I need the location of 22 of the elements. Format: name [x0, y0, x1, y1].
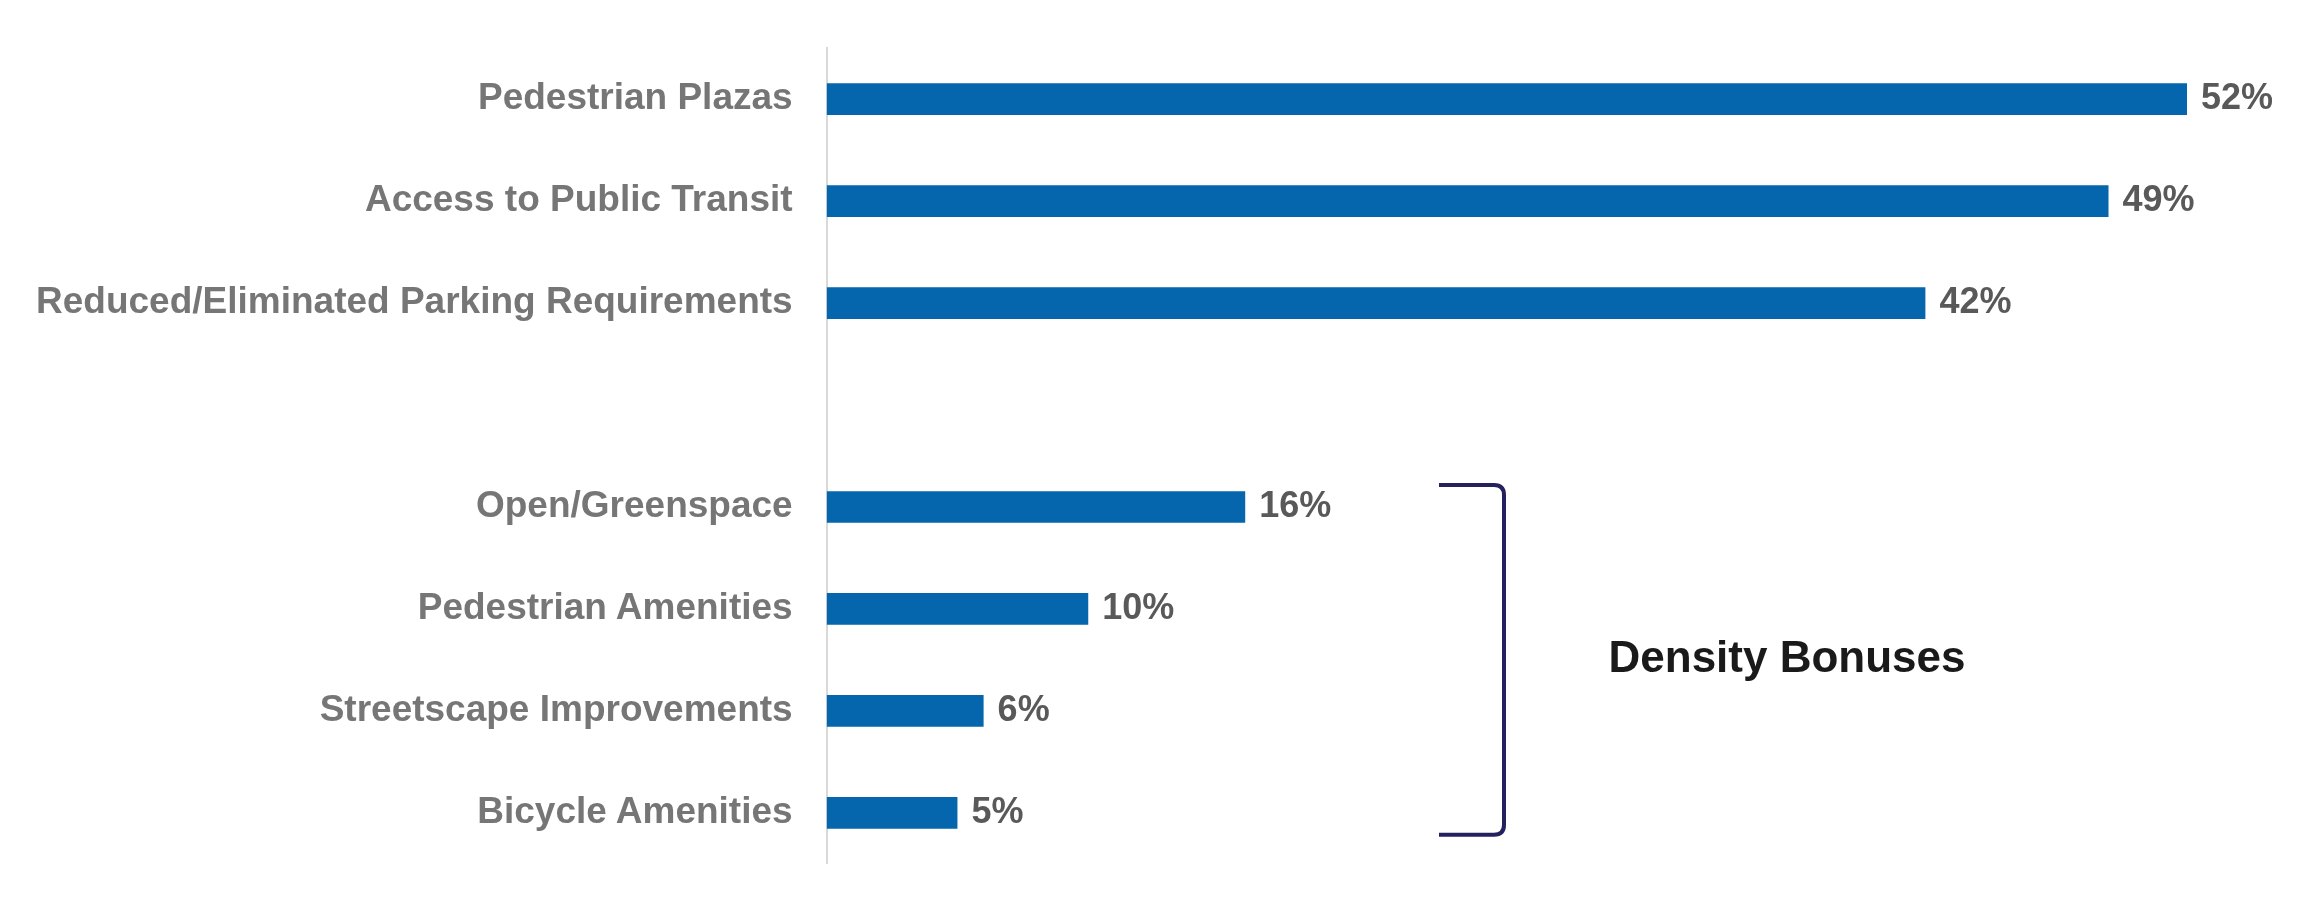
bar: [826, 287, 1926, 319]
bar: [826, 83, 2187, 115]
annotation: Density Bonuses: [1608, 632, 1966, 682]
y-tick-label: Open/Greenspace: [475, 484, 793, 526]
data-label: 49%: [2122, 178, 2195, 220]
bar: [826, 797, 958, 829]
bar: [826, 695, 984, 727]
y-tick-label: Pedestrian Amenities: [417, 586, 793, 628]
data-label: 16%: [1259, 483, 1332, 525]
bar: [826, 185, 2109, 217]
y-tick-label: Bicycle Amenities: [477, 790, 793, 832]
bar: [826, 491, 1246, 523]
y-tick-label: Access to Public Transit: [364, 178, 793, 220]
y-tick-label: Reduced/Eliminated Parking Requirements: [36, 280, 793, 322]
data-label: 52%: [2201, 76, 2274, 118]
y-tick-label: Streetscape Improvements: [319, 688, 793, 730]
data-label: 42%: [1939, 280, 2012, 321]
bar: [826, 593, 1089, 625]
y-tick-label: Pedestrian Plazas: [477, 76, 793, 118]
data-label: 5%: [971, 789, 1024, 831]
data-label: 6%: [997, 687, 1050, 729]
data-label: 10%: [1102, 585, 1175, 627]
